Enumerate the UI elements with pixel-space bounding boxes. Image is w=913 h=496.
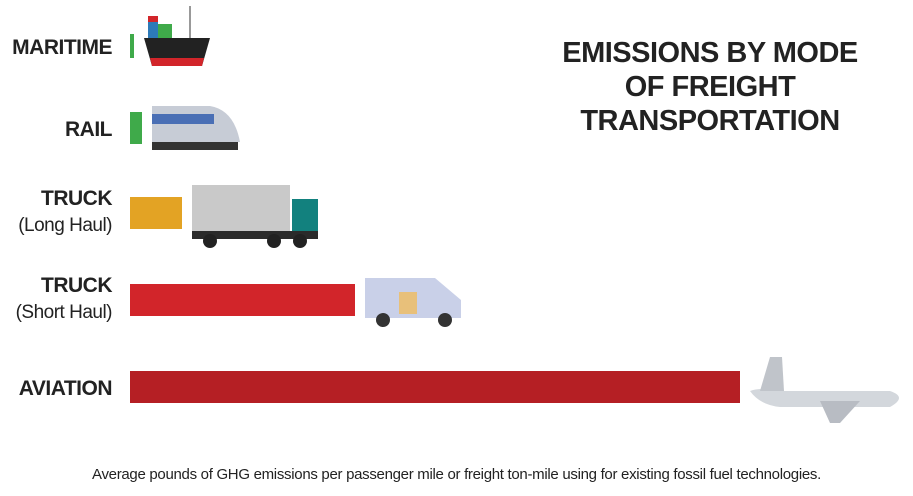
category-sublabel: (Long Haul): [18, 215, 112, 236]
icon-part: [267, 234, 281, 248]
icon: [365, 278, 461, 327]
icon-part: [750, 389, 899, 407]
icon-part: [760, 357, 784, 391]
icon: [750, 357, 899, 423]
icon-part: [158, 24, 172, 38]
icon-part: [152, 142, 238, 150]
category-sublabel: (Short Haul): [16, 302, 113, 323]
bar: [130, 371, 740, 403]
bar: [130, 112, 142, 144]
icon-part: [148, 16, 158, 22]
icon-part: [292, 199, 318, 231]
icon-part: [192, 231, 318, 239]
bar: [130, 197, 182, 229]
bar: [130, 284, 355, 316]
chart-title: EMISSIONS BY MODE OF FREIGHT TRANSPORTAT…: [562, 37, 858, 137]
category-label: RAIL: [65, 118, 113, 141]
icon: [144, 6, 210, 66]
icon-part: [150, 58, 204, 66]
icon-part: [192, 185, 290, 231]
footnote: Average pounds of GHG emissions per pass…: [92, 466, 821, 483]
bar: [130, 34, 134, 58]
icon-part: [148, 16, 158, 38]
icon-part: [293, 234, 307, 248]
category-label: TRUCK: [41, 274, 112, 297]
category-label: AVIATION: [19, 377, 112, 400]
icon-part: [820, 401, 860, 423]
icon-part: [203, 234, 217, 248]
category-label: TRUCK: [41, 187, 112, 210]
icon-part: [438, 313, 452, 327]
icon: [152, 106, 240, 150]
icon-part: [152, 114, 214, 124]
icon-part: [399, 292, 417, 314]
icon-part: [376, 313, 390, 327]
category-label: MARITIME: [12, 36, 112, 59]
icon: [192, 185, 318, 248]
